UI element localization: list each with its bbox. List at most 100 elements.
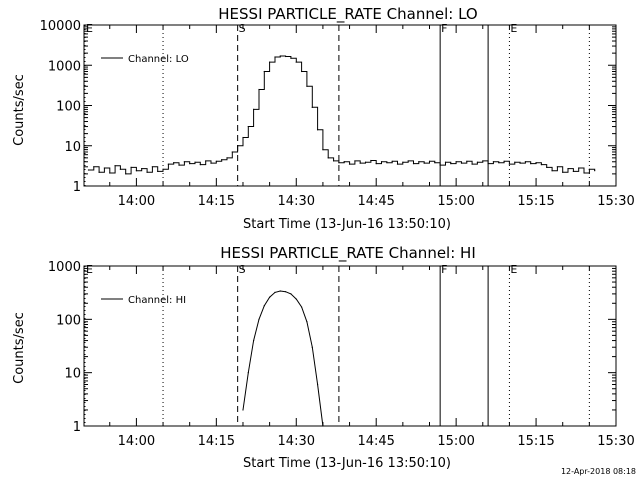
x-tick-label: 15:00	[437, 434, 474, 449]
data-point	[167, 163, 169, 165]
data-point	[423, 162, 425, 164]
lo-channel-panel: HESSI PARTICLE_RATE Channel: LO Start Ti…	[12, 5, 635, 232]
chart-title: HESSI PARTICLE_RATE Channel: LO	[218, 5, 477, 24]
x-tick-label: 14:30	[278, 194, 315, 209]
data-point	[391, 160, 393, 162]
x-tick-label: 14:00	[118, 194, 155, 209]
data-point	[279, 55, 281, 57]
data-point	[237, 145, 239, 147]
data-point	[316, 129, 319, 131]
data-point	[588, 168, 590, 170]
legend-entry: Channel: HI	[128, 295, 186, 306]
data-point	[183, 161, 185, 163]
data-point	[114, 165, 116, 167]
data-point	[540, 164, 542, 166]
data-point	[194, 161, 196, 163]
data-point	[279, 290, 281, 292]
data-point	[141, 168, 143, 170]
data-point	[322, 149, 324, 151]
data-point	[332, 160, 335, 162]
data-point	[306, 321, 308, 323]
data-point	[210, 162, 212, 164]
data-point	[300, 70, 303, 73]
x-tick-label: 15:15	[517, 194, 554, 209]
event-marker-label: S	[239, 22, 246, 35]
data-point	[370, 159, 372, 162]
data-point	[263, 305, 265, 307]
data-point	[93, 166, 95, 168]
x-tick-label: 15:30	[597, 434, 634, 449]
data-point	[546, 166, 548, 168]
x-tick-label: 15:30	[597, 194, 634, 209]
data-point	[285, 291, 287, 293]
data-point	[327, 157, 329, 159]
data-point	[109, 172, 111, 174]
event-marker-label: E	[86, 263, 93, 276]
y-tick-label: 100	[56, 100, 81, 115]
data-point	[343, 161, 345, 163]
x-tick-label: 14:45	[357, 434, 394, 449]
data-point	[583, 172, 585, 174]
y-axis-label: Counts/sec	[12, 74, 27, 146]
data-point	[594, 170, 596, 172]
data-point	[412, 163, 415, 165]
data-point	[231, 151, 233, 153]
data-point	[386, 162, 388, 164]
data-point	[125, 173, 127, 175]
data-point	[173, 162, 175, 164]
data-point	[471, 163, 473, 165]
data-point	[375, 163, 377, 165]
data-point	[444, 161, 447, 163]
legend-entry: Channel: LO	[128, 54, 189, 65]
data-point	[535, 162, 537, 164]
y-tick-label: 10	[64, 367, 81, 382]
data-point	[269, 296, 271, 298]
data-point	[130, 166, 132, 168]
event-marker-label: F	[441, 263, 447, 276]
x-axis-label: Start Time (13-Jun-16 13:50:10)	[243, 456, 451, 471]
data-point	[295, 61, 297, 63]
y-tick-label: 1	[73, 180, 81, 195]
y-tick-label: 100	[56, 313, 81, 328]
y-tick-label: 10000	[40, 19, 81, 34]
data-point	[466, 160, 468, 162]
data-point	[530, 163, 532, 165]
x-tick-label: 15:00	[437, 194, 474, 209]
x-tick-label: 14:30	[278, 434, 315, 449]
data-point	[242, 136, 244, 139]
data-point	[253, 108, 255, 111]
data-point	[285, 55, 287, 58]
data-point	[567, 168, 569, 170]
hi-channel-panel: HESSI PARTICLE_RATE Channel: HI Start Ti…	[12, 244, 635, 471]
data-point	[311, 106, 313, 108]
data-point	[364, 161, 367, 163]
event-marker-label: E	[510, 22, 517, 35]
y-axis-label: Counts/sec	[12, 312, 27, 384]
data-point	[199, 164, 201, 166]
data-point	[274, 291, 276, 293]
data-point	[247, 125, 249, 128]
x-tick-label: 14:15	[198, 434, 235, 449]
data-point	[316, 383, 319, 386]
data-point	[503, 160, 505, 162]
y-tick-label: 10	[64, 140, 81, 155]
data-point	[178, 164, 180, 166]
data-point	[135, 170, 138, 172]
data-point	[290, 293, 292, 295]
data-point	[514, 161, 516, 163]
chart-title: HESSI PARTICLE_RATE Channel: HI	[220, 244, 476, 263]
data-point	[146, 171, 148, 173]
data-point	[578, 167, 580, 169]
data-point	[428, 160, 431, 162]
data-point	[258, 318, 260, 320]
y-tick-label: 1000	[48, 260, 81, 275]
data-point	[348, 163, 351, 165]
data-point	[450, 163, 452, 165]
data-point	[98, 171, 100, 173]
data-point	[242, 409, 244, 411]
data-point	[460, 162, 463, 164]
data-point	[269, 61, 271, 63]
data-point	[263, 70, 265, 73]
data-point	[221, 159, 223, 161]
data-point	[247, 372, 249, 374]
